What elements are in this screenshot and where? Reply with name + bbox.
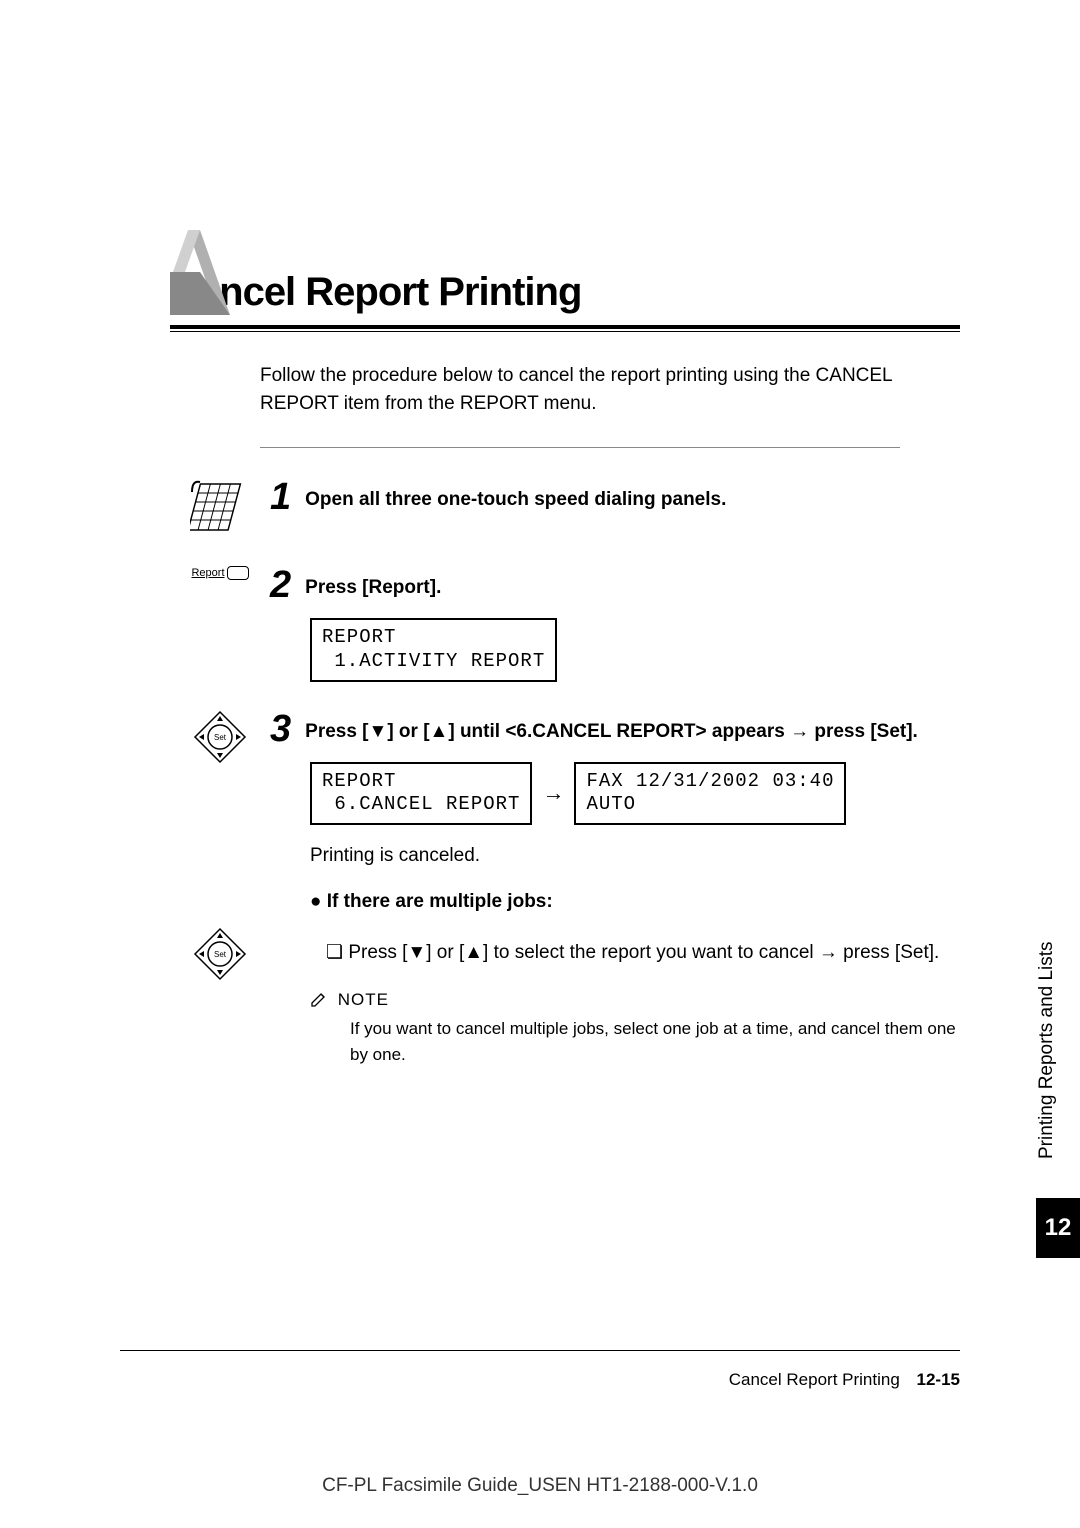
step-3-lcd-arrow: → [542, 780, 564, 806]
report-button-label: Report [191, 567, 224, 579]
step-3-number: 3 [270, 710, 291, 748]
step-3-body: 3 Press [▼] or [▲] until <6.CANCEL REPOR… [270, 710, 960, 914]
chapter-arrow-icon [170, 230, 230, 315]
separator-rule [260, 447, 900, 448]
bottom-rule [120, 1350, 960, 1351]
step-3-title-post: press [Set]. [809, 721, 918, 742]
pencil-icon [310, 990, 328, 1008]
note-label: NOTE [338, 990, 389, 1009]
keypad-icon [190, 478, 250, 538]
step-3: Set 3 Press [▼] or [▲] until <6.CANCEL R… [170, 710, 960, 914]
step-3-lcd-2: FAX 12/31/2002 03:40 AUTO [574, 762, 846, 826]
step-3-head: 3 Press [▼] or [▲] until <6.CANCEL REPOR… [270, 710, 960, 748]
step-3-title-arrow: → [790, 721, 809, 742]
step-1-head: 1 Open all three one-touch speed dialing… [270, 478, 960, 516]
step-2-body: 2 Press [Report]. REPORT 1.ACTIVITY REPO… [270, 566, 960, 682]
set-dial-icon-2: Set [193, 927, 247, 981]
step-1-number: 1 [270, 478, 291, 516]
note-body: If you want to cancel multiple jobs, sel… [350, 1016, 960, 1067]
note-head: NOTE [310, 990, 960, 1010]
title-rule-thick [170, 325, 960, 329]
step-1: 1 Open all three one-touch speed dialing… [170, 478, 960, 538]
step-2-icon-col: Report [170, 566, 270, 682]
step-3-sub: Set Press [▼] or [▲] to select the repor… [170, 927, 960, 1067]
footer-section-name: Cancel Report Printing [729, 1370, 900, 1389]
note-block: NOTE If you want to cancel multiple jobs… [310, 990, 960, 1067]
chapter-tab-number: 12 [1036, 1198, 1080, 1258]
step-1-icon-col [170, 478, 270, 538]
report-button-icon: Report [191, 566, 248, 580]
chapter-tab: Printing Reports and Lists 12 [1036, 910, 1080, 1260]
step-2-lcd: REPORT 1.ACTIVITY REPORT [310, 618, 557, 682]
svg-text:Set: Set [214, 950, 227, 959]
title-block: Cancel Report Printing [170, 270, 960, 332]
footer-page-number: 12-15 [917, 1370, 960, 1389]
step-3-icon-col: Set [170, 710, 270, 914]
step-3-subhead: If there are multiple jobs: [310, 891, 960, 913]
step-3-lcd-1: REPORT 6.CANCEL REPORT [310, 762, 532, 826]
footer-section: Cancel Report Printing 12-15 [729, 1370, 960, 1390]
step-3-sub-body: Press [▼] or [▲] to select the report yo… [270, 927, 960, 1067]
step-2-title: Press [Report]. [305, 566, 441, 602]
sub-instr-pre: Press [▼] or [▲] to select the report yo… [348, 942, 819, 963]
step-1-body: 1 Open all three one-touch speed dialing… [270, 478, 960, 538]
manual-page: Cancel Report Printing Follow the proced… [0, 0, 1080, 1155]
page-title: Cancel Report Printing [170, 270, 960, 315]
svg-text:Set: Set [214, 733, 227, 742]
title-rule-thin [170, 331, 960, 332]
step-2-head: 2 Press [Report]. [270, 566, 960, 604]
step-3-title-pre: Press [▼] or [▲] until <6.CANCEL REPORT>… [305, 721, 790, 742]
chapter-tab-label: Printing Reports and Lists [1036, 910, 1058, 1190]
step-3-title: Press [▼] or [▲] until <6.CANCEL REPORT>… [305, 710, 918, 746]
sub-instr-arrow: → [819, 942, 838, 963]
sub-instr-post: press [Set]. [838, 942, 939, 963]
step-2-number: 2 [270, 566, 291, 604]
step-3-result: Printing is canceled. [310, 845, 960, 867]
report-button-shape [227, 566, 249, 580]
footer-doc-id: CF-PL Facsimile Guide_USEN HT1-2188-000-… [322, 1475, 758, 1497]
step-3-sub-instr: Press [▼] or [▲] to select the report yo… [326, 941, 960, 964]
step-1-title: Open all three one-touch speed dialing p… [305, 478, 726, 514]
step-2: Report 2 Press [Report]. REPORT 1.ACTIVI… [170, 566, 960, 682]
step-3-sub-icon-col: Set [170, 927, 270, 1067]
intro-text: Follow the procedure below to cancel the… [260, 362, 900, 417]
set-dial-icon: Set [193, 710, 247, 764]
step-3-lcd-row: REPORT 6.CANCEL REPORT → FAX 12/31/2002 … [310, 762, 960, 826]
